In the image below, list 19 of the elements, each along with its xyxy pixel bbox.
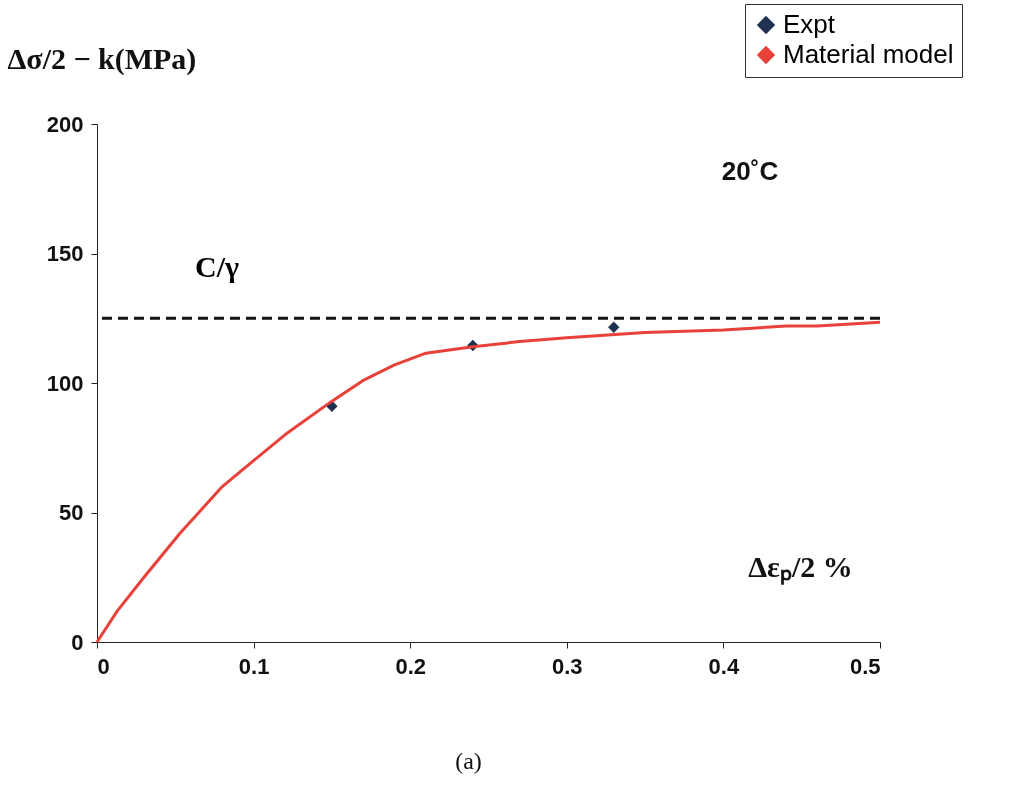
x-tick-label: 0.2 <box>395 653 426 679</box>
y-tick-label: 150 <box>46 241 84 266</box>
y-tick-label: 100 <box>46 370 84 396</box>
annotation: 20˚C <box>721 156 779 186</box>
legend-label: Expt <box>783 9 836 39</box>
x-tick-label: 0 <box>97 653 110 679</box>
x-axis-title: Δεₚ/2 % <box>748 549 853 585</box>
point <box>608 321 620 334</box>
y-axis-title: Δσ/2 − k(MPa) <box>7 41 197 76</box>
x-tick-label: 0.5 <box>849 653 881 679</box>
x-tick-label: 0.4 <box>708 653 740 679</box>
y-tick-label: 200 <box>46 111 84 137</box>
y-tick-label: 0 <box>71 629 84 655</box>
legend-label: Material model <box>783 39 954 69</box>
text: (a) <box>455 748 482 774</box>
ref-line-label: C/γ <box>194 250 240 284</box>
x-tick-label: 0.1 <box>238 653 270 679</box>
y-tick-label: 50 <box>59 500 84 525</box>
x-tick-label: 0.3 <box>552 653 583 679</box>
